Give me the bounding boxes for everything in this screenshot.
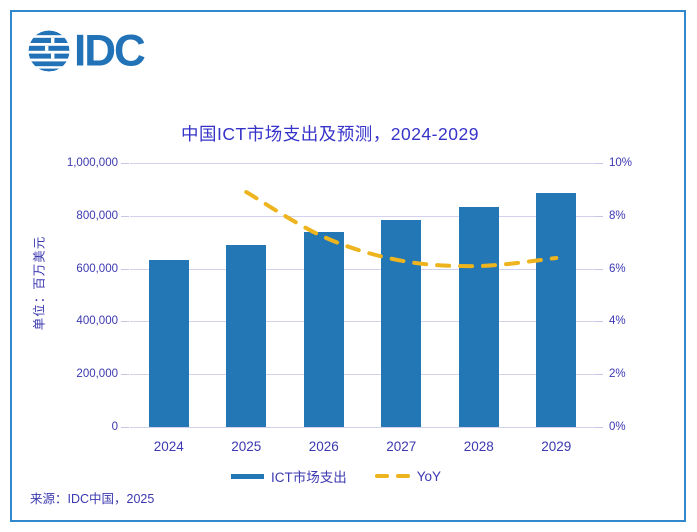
left-tick	[121, 215, 129, 217]
right-tick	[595, 268, 603, 270]
y-axis-label-right: 10%	[609, 157, 633, 169]
y-axis-label-left: 800,000	[76, 209, 118, 222]
y-axis-label-right: 8%	[609, 209, 626, 222]
bar-2027	[381, 220, 422, 427]
source-note: 来源：IDC中国，2025	[30, 492, 155, 506]
right-tick	[595, 215, 603, 217]
x-axis-label-2025: 2025	[231, 439, 262, 454]
chart-title: 中国ICT市场支出及预测，2024-2029	[181, 124, 479, 144]
left-tick	[121, 427, 129, 428]
legend-item-bar-series: ICT市场支出	[230, 466, 347, 486]
legend: ICT市场支出 YoY	[0, 466, 672, 486]
y-axis-label-left: 400,000	[76, 315, 118, 328]
x-axis-label-2024: 2024	[153, 439, 184, 454]
y-axis-label-right: 6%	[609, 262, 626, 275]
y-axis-label-right: 4%	[609, 315, 626, 328]
bar-2026	[303, 231, 344, 427]
dash-icon	[374, 474, 389, 478]
gridline	[130, 374, 595, 376]
y-axis-title: 单位：百万美元	[32, 235, 47, 331]
left-tick	[121, 321, 129, 323]
dash-icon	[395, 474, 410, 478]
y-axis-label-left: 600,000	[76, 262, 118, 275]
idc-logo: IDC	[27, 25, 146, 76]
left-tick	[121, 268, 129, 270]
right-tick	[595, 163, 603, 164]
y-axis-label-right: 2%	[609, 368, 626, 381]
x-axis-label-2027: 2027	[386, 439, 417, 454]
logo-text: IDC	[74, 25, 146, 76]
legend-label-line-series: YoY	[416, 468, 442, 484]
gridline	[130, 215, 595, 217]
legend-item-line-series: YoY	[374, 468, 442, 484]
bar-series-swatch	[230, 473, 264, 479]
right-tick	[595, 374, 603, 376]
y-axis-label-right: 0%	[609, 421, 626, 433]
bar-2029	[536, 192, 577, 427]
gridline	[130, 321, 595, 323]
x-axis-label-2029: 2029	[541, 439, 572, 454]
legend-label-bar-series: ICT市场支出	[270, 470, 347, 485]
right-tick	[595, 321, 603, 323]
gridline	[130, 427, 595, 428]
y-axis-label-left: 1,000,000	[66, 157, 118, 169]
x-axis-label-2026: 2026	[308, 439, 339, 454]
left-tick	[121, 163, 129, 164]
bar-2024	[148, 259, 189, 427]
bar-2025	[226, 245, 267, 427]
y-axis-label-left: 200,000	[76, 368, 118, 381]
bar-2028	[458, 206, 499, 427]
gridline	[130, 163, 595, 164]
gridline	[130, 268, 595, 270]
y-axis-label-left: 0	[111, 421, 118, 433]
line-series-swatch	[374, 474, 410, 478]
right-tick	[595, 427, 603, 428]
x-axis-label-2028: 2028	[463, 439, 494, 454]
left-tick	[121, 374, 129, 376]
globe-icon	[28, 30, 70, 72]
